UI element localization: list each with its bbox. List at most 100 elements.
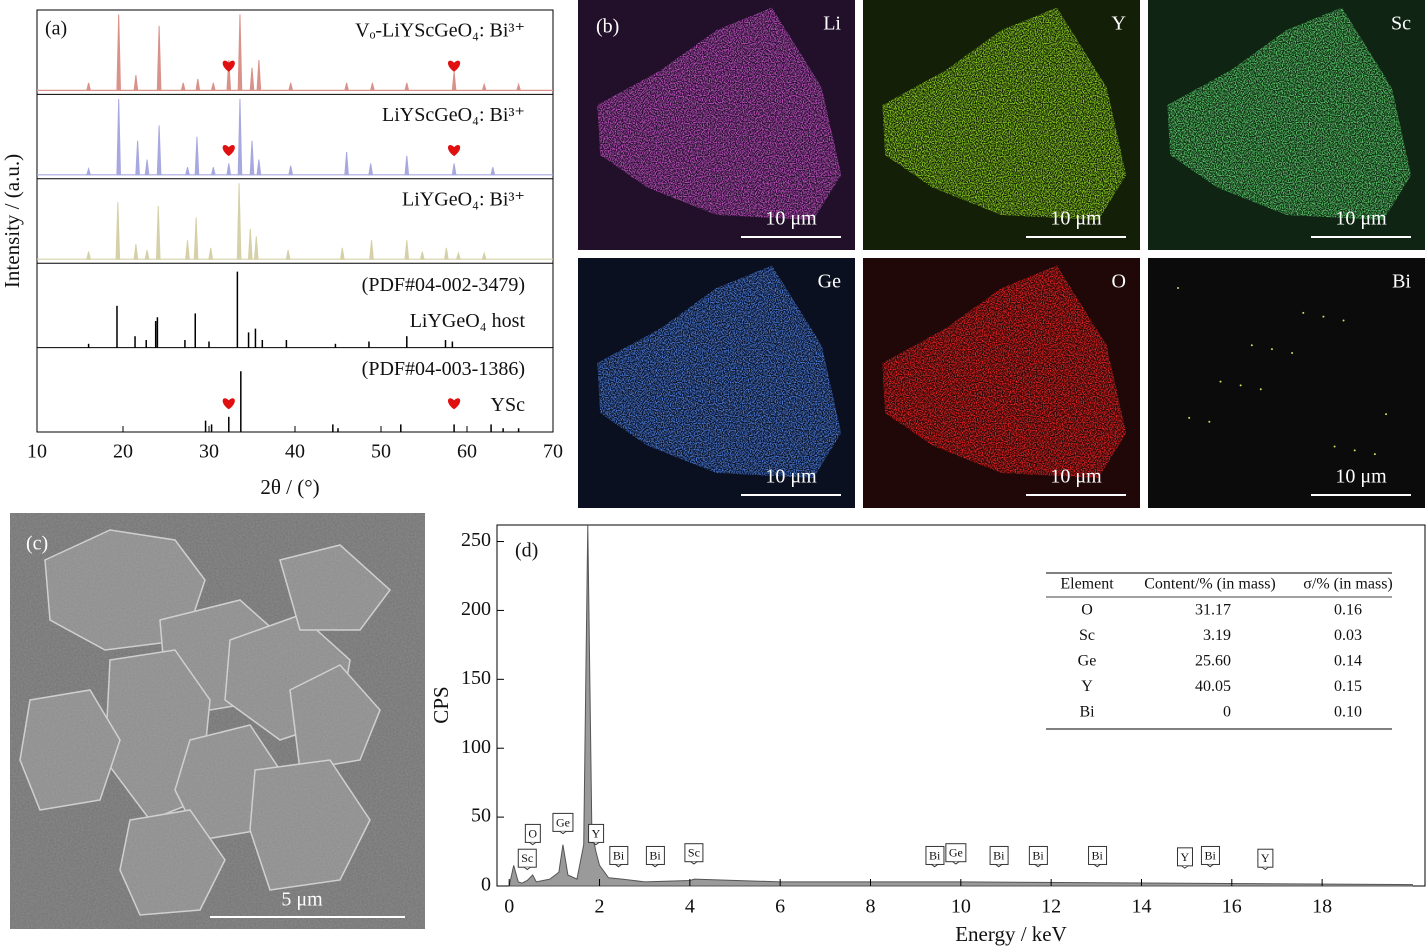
trace-dot xyxy=(1291,351,1294,354)
diffraction-peak xyxy=(193,217,199,260)
trace-dot xyxy=(1353,449,1356,452)
x-tick-label: 6 xyxy=(775,896,785,918)
element-distribution xyxy=(882,265,1127,478)
table-cell: 0.03 xyxy=(1334,627,1362,644)
x-tick-label: 14 xyxy=(1131,896,1151,918)
panel-label: (a) xyxy=(45,18,67,40)
scale-bar-label: 10 μm xyxy=(1050,466,1102,488)
x-tick-label: 10 xyxy=(27,441,47,463)
trace-dot xyxy=(1333,445,1336,448)
diffraction-peak xyxy=(443,247,449,260)
diffraction-peak xyxy=(285,249,291,260)
diffraction-peak xyxy=(288,82,294,91)
table-cell: 0 xyxy=(1223,704,1231,721)
peak-label: Ge xyxy=(556,815,570,829)
diffraction-peak xyxy=(86,251,92,260)
peak-label: O xyxy=(528,826,537,840)
element-distribution xyxy=(597,265,842,478)
x-axis-title: Energy / keV xyxy=(955,922,1067,946)
element-label: Sc xyxy=(1391,13,1411,35)
x-tick-label: 18 xyxy=(1312,896,1332,918)
diffraction-peak xyxy=(344,151,349,176)
diffraction-peak xyxy=(156,25,162,91)
diffraction-peak xyxy=(185,167,190,176)
table-cell: 0.15 xyxy=(1334,678,1362,695)
x-tick-label: 12 xyxy=(1041,896,1061,918)
peak-label: Y xyxy=(1261,851,1270,865)
peak-pointer xyxy=(1181,865,1189,869)
scale-bar-label: 10 μm xyxy=(1050,208,1102,230)
peak-pointer xyxy=(559,830,567,835)
reference-code: (PDF#04-003-1386) xyxy=(362,358,525,380)
element-label: Bi xyxy=(1392,271,1411,293)
y-axis-title: CPS xyxy=(429,686,453,723)
diffraction-peak xyxy=(237,14,243,91)
element-label: Y xyxy=(1112,13,1126,35)
table-cell: 0.16 xyxy=(1334,602,1362,619)
peak-pointer xyxy=(1261,866,1269,871)
panel-label: (c) xyxy=(26,533,48,555)
heart-marker xyxy=(448,144,461,157)
heart-marker xyxy=(222,144,235,157)
diffraction-peak xyxy=(253,236,259,260)
diffraction-peak xyxy=(226,163,232,176)
x-tick-label: 40 xyxy=(285,441,305,463)
diffraction-peak xyxy=(226,59,232,91)
reference-code: (PDF#04-002-3479) xyxy=(362,274,525,296)
peak-label: Bi xyxy=(649,848,661,862)
diffraction-peak xyxy=(210,82,216,91)
table-cell: 40.05 xyxy=(1195,678,1231,695)
table-cell: 0.14 xyxy=(1334,653,1362,670)
table-header: Element xyxy=(1060,576,1114,593)
diffraction-peak xyxy=(115,202,121,260)
table-cell: Y xyxy=(1081,678,1093,695)
x-tick-label: 60 xyxy=(457,441,477,463)
diffraction-peak xyxy=(195,78,201,91)
y-tick-label: 200 xyxy=(461,598,491,620)
diffraction-peak xyxy=(116,98,122,176)
diffraction-peak xyxy=(339,247,345,260)
peak-pointer xyxy=(995,864,1003,868)
element-label: O xyxy=(1112,271,1126,293)
element-label: Ge xyxy=(818,271,841,293)
trace-dot xyxy=(1322,315,1325,318)
y-tick-label: 150 xyxy=(461,667,491,689)
diffraction-peak xyxy=(116,14,122,91)
sem-image: 5 μm (c) xyxy=(10,513,425,929)
peak-pointer xyxy=(1206,864,1214,868)
map-background xyxy=(1148,258,1425,508)
diffraction-peak xyxy=(249,67,255,91)
heart-marker xyxy=(448,60,461,72)
trace-dot xyxy=(1270,348,1273,351)
diffraction-peak xyxy=(455,251,461,260)
heart-marker xyxy=(448,398,461,410)
element-distribution xyxy=(597,7,842,220)
scale-bar-label: 10 μm xyxy=(1335,208,1387,230)
diffraction-peak xyxy=(135,140,140,176)
diffraction-peak xyxy=(180,82,186,91)
x-tick-label: 8 xyxy=(865,896,875,918)
trace-dot xyxy=(1385,413,1388,416)
table-cell: O xyxy=(1081,602,1093,619)
diffraction-peak xyxy=(481,251,487,260)
peak-pointer xyxy=(592,842,600,846)
diffraction-peak xyxy=(237,98,243,176)
heart-marker xyxy=(222,398,235,410)
diffraction-peak xyxy=(344,82,350,91)
diffraction-peak xyxy=(451,163,457,176)
diffraction-peak xyxy=(133,75,139,91)
trace-dot xyxy=(1239,384,1242,387)
legend-label: LiYScGeO₄: Bi³⁺ xyxy=(382,104,525,126)
panel-label: (b) xyxy=(596,16,619,38)
diffraction-peak xyxy=(86,166,92,176)
diffraction-peak xyxy=(208,247,214,260)
y-tick-label: 250 xyxy=(461,529,491,551)
diffraction-peak xyxy=(210,167,216,176)
peak-pointer xyxy=(1034,864,1042,868)
peak-pointer xyxy=(529,842,536,846)
table-cell: 3.19 xyxy=(1203,627,1231,644)
panel-label: (d) xyxy=(515,540,538,562)
table-cell: Bi xyxy=(1079,704,1095,721)
legend-label: Vₒ-LiYScGeO₄: Bi³⁺ xyxy=(355,20,525,42)
